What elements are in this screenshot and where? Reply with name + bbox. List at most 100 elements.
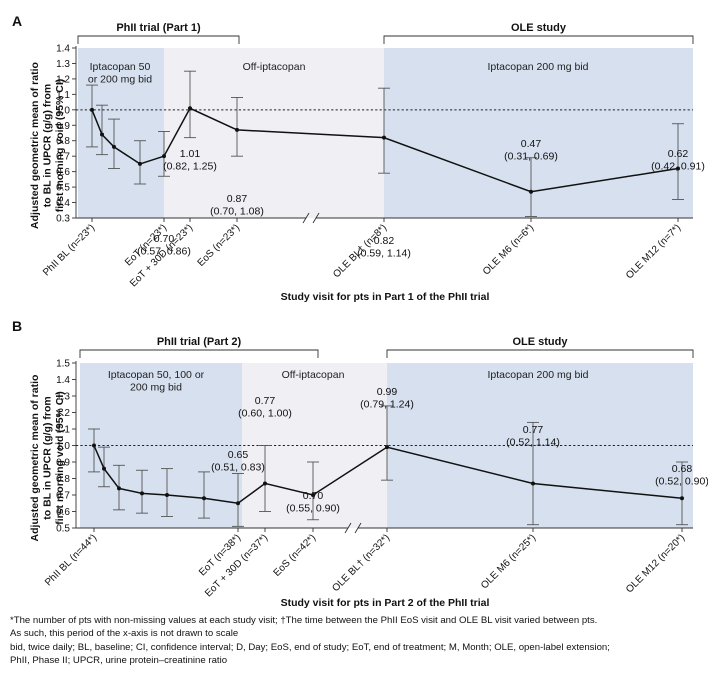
x-tick-label: OLE M6 (n=25*): [479, 532, 538, 591]
data-point: [112, 144, 116, 149]
y-axis-title: Adjusted geometric mean of ratioto BL in…: [29, 62, 66, 229]
header-label: OLE study: [512, 336, 568, 348]
footnote-line: As such, this period of the x-axis is no…: [10, 628, 239, 640]
data-point: [531, 481, 535, 486]
y-tick-label: 0.3: [56, 214, 70, 225]
axis-break-mark: [302, 212, 310, 224]
header-label: OLE study: [511, 22, 567, 34]
x-tick-label: OLE M12 (n=7*): [624, 222, 683, 281]
y-tick-label: 0.9: [56, 458, 70, 469]
header-bracket-phii: [77, 35, 240, 44]
data-point: [162, 154, 166, 159]
y-tick-label: 1.0: [56, 441, 70, 452]
x-tick-label: EoS (n=23*): [196, 222, 243, 269]
header-bracket-ole: [386, 349, 694, 358]
data-point: [236, 501, 240, 506]
data-label: 0.68 (0.52, 0.90): [655, 463, 708, 488]
data-point: [382, 135, 386, 140]
data-point: [680, 496, 684, 501]
y-axis-title: Adjusted geometric mean of ratioto BL in…: [29, 375, 66, 542]
data-point: [100, 132, 104, 137]
data-point: [140, 491, 144, 496]
data-label: 0.99 (0.79, 1.24): [360, 386, 414, 411]
band-label: Off-iptacopan: [282, 369, 345, 381]
axis-break-mark: [312, 212, 320, 224]
y-tick-label: 1.4: [56, 44, 70, 55]
y-tick-label: 1.3: [56, 392, 70, 403]
header-label: PhII trial (Part 2): [157, 336, 242, 348]
y-tick-label: 0.4: [56, 198, 70, 209]
band-label: Iptacopan 50, 100 or 200 mg bid: [108, 369, 205, 393]
data-point: [90, 107, 94, 112]
header-bracket-ole: [383, 35, 694, 44]
data-point: [202, 496, 206, 501]
axis-break-mark: [344, 522, 352, 534]
band-label: Iptacopan 50 or 200 mg bid: [88, 61, 152, 85]
y-tick-label: 0.8: [56, 474, 70, 485]
band-label: Iptacopan 200 mg bid: [488, 61, 589, 73]
data-point: [92, 443, 96, 448]
x-axis-title: Study visit for pts in Part 1 of the PhI…: [281, 291, 490, 303]
y-tick-label: 0.7: [56, 491, 70, 502]
y-tick-label: 1.5: [56, 359, 70, 370]
data-point: [138, 161, 142, 166]
y-tick-label: 0.8: [56, 136, 70, 147]
data-label: 0.70 (0.57, 0.86): [137, 233, 191, 258]
series-line: [93, 445, 683, 505]
footnote-line: bid, twice daily; BL, baseline; CI, conf…: [10, 641, 610, 653]
x-tick-label: OLE BL† (n=32*): [330, 532, 392, 594]
data-label: 0.82 (0.59, 1.14): [357, 235, 411, 260]
band-label: Iptacopan 200 mg bid: [488, 369, 589, 381]
axis-break-mark: [354, 522, 362, 534]
data-point: [676, 166, 680, 171]
data-point: [385, 445, 389, 450]
x-axis-title: Study visit for pts in Part 2 of the PhI…: [281, 597, 490, 609]
figure-canvas: A Iptacopan 50 or 200 mg bid Off-iptacopan I…: [12, 13, 708, 609]
y-tick-label: 1.2: [56, 74, 70, 85]
data-label: 0.62 (0.42, 0.91): [651, 148, 705, 173]
footnote-line: PhII, Phase II; UPCR, urine protein–crea…: [10, 654, 228, 666]
y-tick-label: 1.1: [56, 425, 70, 436]
x-tick-label: OLE M12 (n=20*): [624, 532, 687, 595]
y-tick-label: 0.6: [56, 167, 70, 178]
data-point: [311, 493, 315, 497]
footnote-line: *The number of pts with non-missing valu…: [10, 615, 598, 626]
data-point: [117, 486, 121, 491]
treatment-band: [384, 48, 693, 218]
data-point: [263, 481, 267, 486]
data-point: [165, 493, 169, 497]
data-label: 0.77 (0.60, 1.00): [238, 395, 292, 420]
y-tick-label: 0.7: [56, 152, 70, 163]
data-point: [529, 189, 533, 194]
series-line: [91, 107, 679, 193]
footnotes: *The number of pts with non-missing valu…: [10, 614, 700, 667]
treatment-band: [164, 48, 384, 218]
data-label: 0.47 (0.31, 0.69): [504, 138, 558, 163]
y-tick-label: 0.5: [56, 183, 70, 194]
data-label: 0.87 (0.70, 1.08): [210, 193, 264, 218]
panel-letter: B: [12, 318, 22, 334]
header-bracket-phii: [79, 349, 319, 358]
y-tick-label: 0.5: [56, 524, 70, 535]
data-label: 0.70 (0.55, 0.90): [286, 490, 340, 515]
panel-letter: A: [12, 13, 22, 29]
data-point: [235, 127, 239, 132]
x-tick-label: OLE M6 (n=6*): [481, 222, 536, 277]
y-tick-label: 1.4: [56, 375, 70, 386]
data-point: [102, 466, 106, 471]
y-tick-label: 1.0: [56, 105, 70, 116]
x-tick-label: EoS (n=42*): [272, 532, 319, 579]
x-tick-label: PhII BL (n=23*): [41, 222, 97, 278]
data-label: 0.65 (0.51, 0.83): [211, 449, 265, 474]
y-tick-label: 0.6: [56, 507, 70, 518]
y-tick-label: 1.1: [56, 90, 70, 101]
data-label: 0.77 (0.52, 1.14): [506, 424, 560, 449]
y-tick-label: 1.3: [56, 59, 70, 70]
band-label: Off-iptacopan: [243, 61, 306, 73]
y-tick-label: 1.2: [56, 408, 70, 419]
x-tick-label: PhII BL (n=44*): [43, 532, 99, 588]
data-point: [188, 106, 192, 111]
y-tick-label: 0.9: [56, 121, 70, 132]
header-label: PhII trial (Part 1): [116, 22, 201, 34]
